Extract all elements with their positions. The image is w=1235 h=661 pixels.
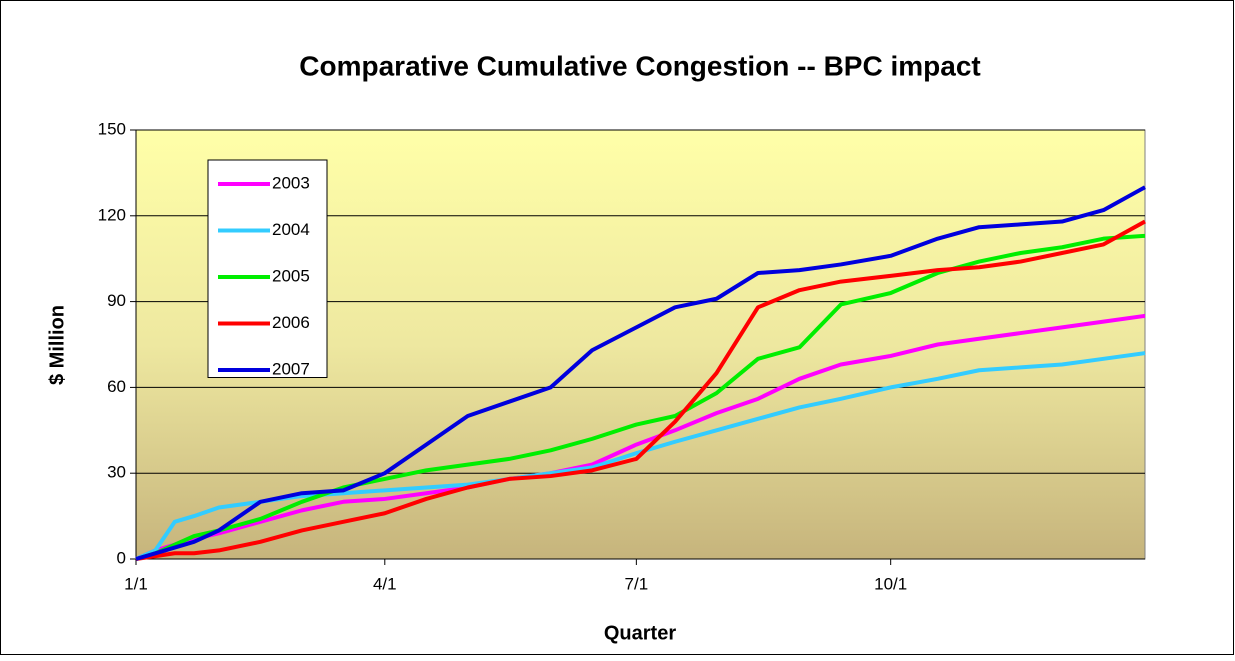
y-tick-label: 120	[98, 205, 126, 224]
y-tick-label: 150	[98, 119, 126, 138]
y-tick-label: 0	[117, 548, 126, 567]
series-line	[135, 185, 1146, 561]
x-tick-label: 10/1	[874, 574, 907, 593]
y-tick-label: 90	[107, 291, 126, 310]
x-axis-label: Quarter	[604, 622, 676, 644]
chart-title: Comparative Cumulative Congestion -- BPC…	[299, 50, 980, 81]
y-tick-label: 30	[107, 463, 126, 482]
x-tick-label: 1/1	[124, 574, 148, 593]
x-tick-label: 7/1	[625, 574, 649, 593]
series-line	[135, 219, 1146, 561]
x-tick-label: 4/1	[373, 574, 397, 593]
series-line	[135, 233, 1146, 561]
y-axis-label: $ Million	[46, 305, 68, 385]
legend-label: 2005	[272, 266, 310, 285]
series-line	[135, 351, 1146, 561]
legend-label: 2006	[272, 313, 310, 332]
legend-label: 2003	[272, 173, 310, 192]
y-tick-label: 60	[107, 377, 126, 396]
legend-box	[207, 159, 328, 378]
legend-label: 2007	[272, 359, 310, 378]
series-line	[135, 313, 1146, 561]
legend-label: 2004	[272, 220, 310, 239]
